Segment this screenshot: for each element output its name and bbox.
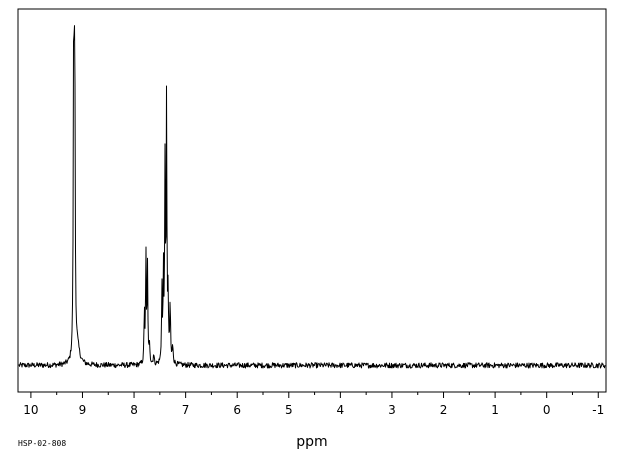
x-tick-label: 1 xyxy=(491,403,499,417)
x-axis-ticks: 10 9 8 7 6 5 4 3 2 1 0 -1 xyxy=(23,392,604,417)
x-axis-title: ppm xyxy=(296,434,327,450)
x-tick-label: 10 xyxy=(23,403,38,417)
x-tick-label: 3 xyxy=(388,403,396,417)
x-tick-label: 5 xyxy=(285,403,293,417)
x-tick-label: 4 xyxy=(337,403,345,417)
x-tick-label: 9 xyxy=(79,403,87,417)
sample-code-label: HSP-02-808 xyxy=(18,439,66,448)
x-tick-label: -1 xyxy=(592,403,604,417)
x-tick-label: 6 xyxy=(233,403,241,417)
x-tick-label: 0 xyxy=(543,403,551,417)
plot-frame xyxy=(17,8,607,393)
x-tick-label: 7 xyxy=(182,403,190,417)
x-tick-label: 8 xyxy=(130,403,138,417)
x-tick-label: 2 xyxy=(440,403,448,417)
spectrum-line xyxy=(18,25,606,369)
